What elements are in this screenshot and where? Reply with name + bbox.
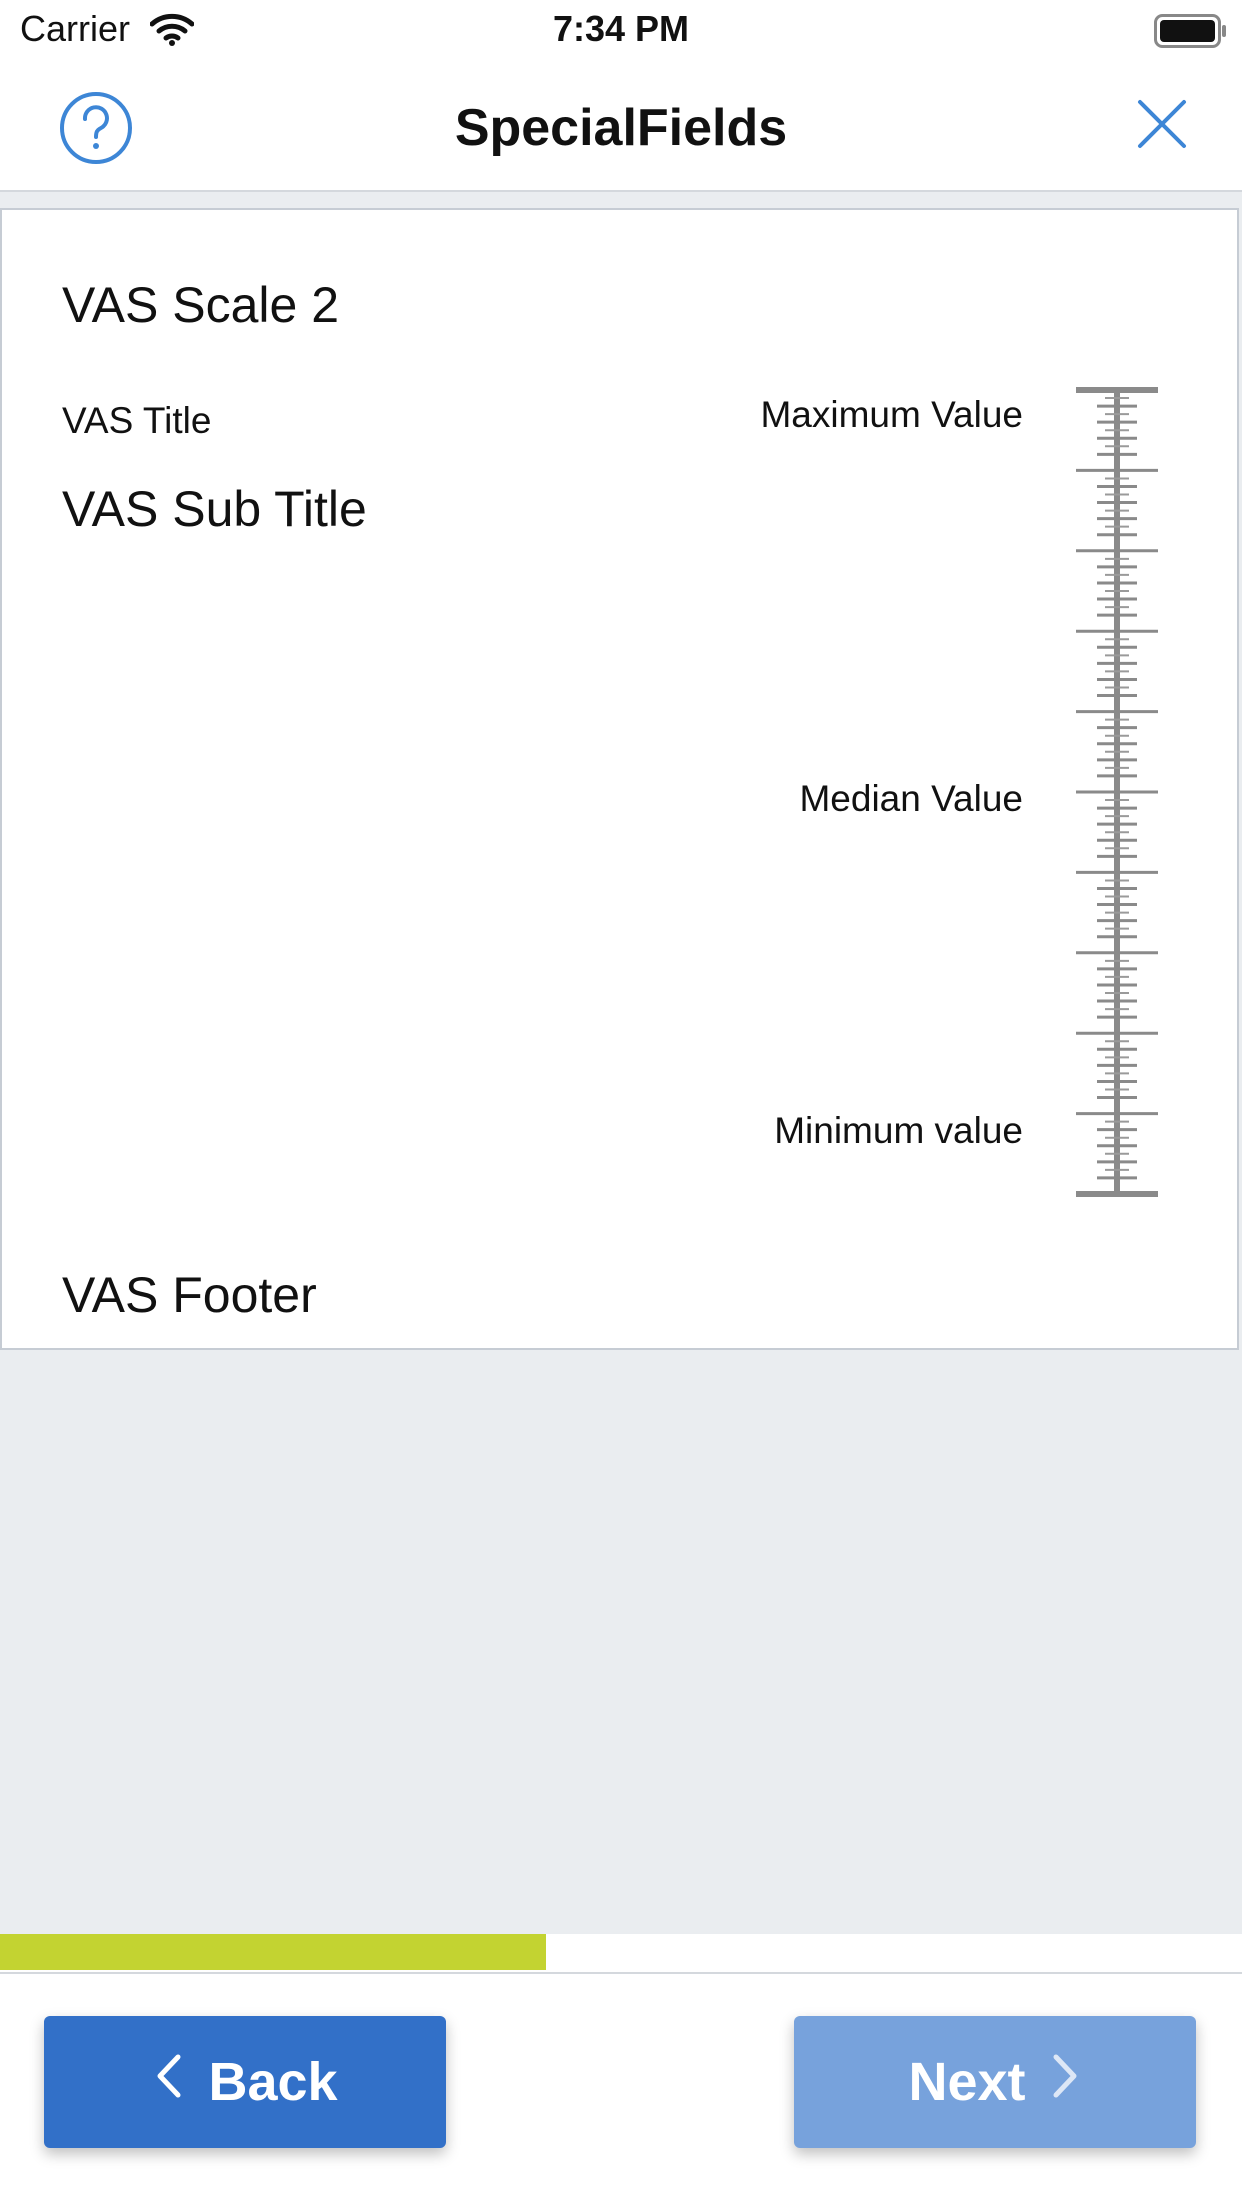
chevron-right-icon (1048, 2051, 1082, 2114)
next-button[interactable]: Next (794, 2016, 1196, 2148)
carrier-label: Carrier (20, 8, 131, 49)
navigation-bar: SpecialFields (0, 64, 1242, 192)
clock: 7:34 PM (552, 8, 690, 49)
page-title: SpecialFields (454, 99, 788, 157)
scale-median-label: Median Value (799, 778, 1023, 819)
status-bar: Carrier 7:34 PM (0, 0, 1242, 64)
bottom-toolbar: Back Next (0, 1974, 1242, 2208)
vas-scale-slider[interactable] (1072, 380, 1162, 1200)
help-icon (60, 92, 132, 164)
close-icon (1138, 100, 1186, 148)
chevron-left-icon (152, 2051, 186, 2114)
battery-icon (1154, 14, 1228, 53)
wifi-icon (149, 12, 195, 51)
question-card: VAS Scale 2 VAS Title VAS Sub Title Maxi… (0, 208, 1239, 1350)
close-button[interactable] (1130, 92, 1194, 156)
scale-min-label: Minimum value (774, 1110, 1023, 1151)
vas-title: VAS Title (62, 400, 212, 441)
question-title: VAS Scale 2 (62, 277, 340, 333)
scale-max-label: Maximum Value (760, 394, 1023, 435)
progress-bar (0, 1934, 1242, 1974)
help-button[interactable] (58, 90, 134, 166)
next-button-label: Next (908, 2052, 1026, 2112)
back-button[interactable]: Back (44, 2016, 446, 2148)
progress-fill (0, 1934, 547, 1970)
vas-footer: VAS Footer (62, 1267, 317, 1323)
back-button-label: Back (208, 2052, 338, 2112)
vas-subtitle: VAS Sub Title (62, 481, 367, 537)
